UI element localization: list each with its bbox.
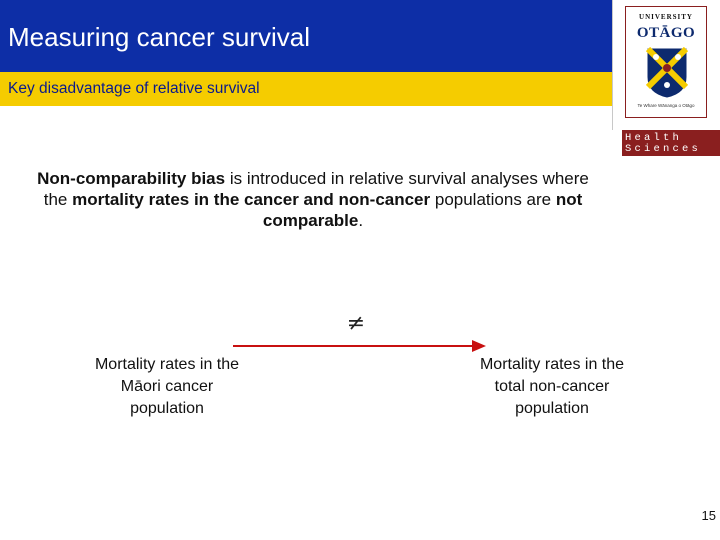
health-text: Health — [625, 132, 683, 144]
body-text-1: is introduced in relative survival analy… — [43, 169, 589, 209]
logo-box: UNIVERSITY OTĀGO Te Whare Wānanga o Otāg… — [625, 6, 707, 118]
body-emphasis-1: mortality rates in the cancer and non-ca… — [72, 190, 431, 209]
left-label-line2: Māori cancer — [120, 378, 214, 395]
slide-subtitle: Key disadvantage of relative survival — [8, 80, 260, 97]
logo-maori-text: Te Whare Wānanga o Otāgo — [637, 103, 695, 108]
body-term: Non-comparability bias — [37, 169, 226, 188]
logo-university-text: UNIVERSITY — [639, 13, 693, 21]
right-label-line3: population — [515, 400, 589, 417]
body-paragraph: Non-comparability bias is introduced in … — [30, 168, 596, 231]
left-label-line1: Mortality rates in the — [94, 356, 240, 373]
health-sciences-block: Health Sciences — [622, 130, 720, 156]
slide-title: Measuring cancer survival — [8, 22, 311, 52]
right-label-line2: total non-cancer — [494, 378, 610, 395]
university-logo: UNIVERSITY OTĀGO Te Whare Wānanga o Otāg… — [612, 0, 720, 130]
left-label-line3: population — [130, 400, 204, 417]
page-number: 15 — [701, 508, 716, 523]
body-text-2: populations are — [430, 190, 556, 209]
body-emphasis-2: not comparable — [262, 190, 583, 230]
sciences-text: Sciences — [625, 143, 702, 155]
crest-icon — [646, 47, 688, 98]
subtitle-bar: Key disadvantage of relative survival — [0, 72, 612, 106]
arrow-head-icon — [472, 340, 486, 352]
non-cancer-label: Mortality rates in the total non-cancer … — [452, 354, 652, 420]
comparison-arrow-line — [233, 345, 476, 347]
maori-cancer-label: Mortality rates in the Māori cancer popu… — [67, 354, 267, 420]
logo-otago-text: OTĀGO — [636, 25, 696, 41]
body-text-3: . — [358, 211, 364, 230]
right-label-line1: Mortality rates in the — [479, 356, 625, 373]
title-bar: Measuring cancer survival — [0, 0, 612, 72]
not-equal-sign: ≠ — [346, 311, 366, 336]
